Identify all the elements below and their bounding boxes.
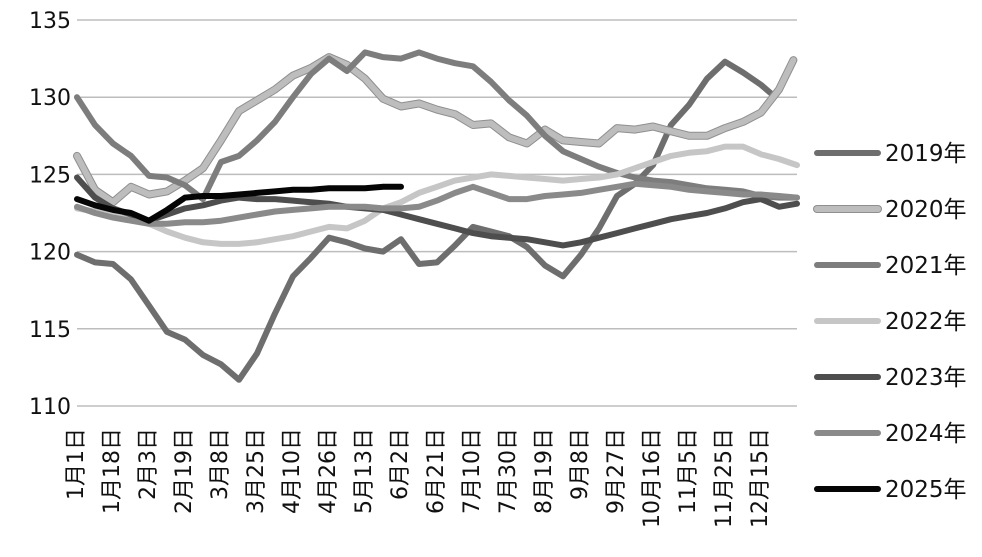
y-axis-ticks: 110 115 120 125 130 135 (29, 9, 71, 420)
x-tick-label: 3月25日 (244, 428, 269, 514)
x-tick-label: 11月5日 (676, 428, 701, 514)
x-tick-label: 12月15日 (748, 428, 773, 528)
series-line-5 (74, 180, 800, 227)
x-tick-label: 5月13日 (352, 428, 377, 514)
x-tick-label: 9月8日 (568, 428, 593, 500)
x-tick-label: 1月1日 (64, 428, 89, 500)
series-line-1 (74, 54, 797, 206)
legend-label: 2022年 (885, 309, 967, 335)
legend-label: 2025年 (885, 477, 967, 503)
x-tick-label: 10月16日 (640, 428, 665, 528)
y-tick-label: 115 (29, 318, 71, 343)
x-tick-label: 4月26日 (316, 428, 341, 514)
x-tick-label: 1月18日 (100, 428, 125, 514)
x-tick-label: 11月25日 (712, 428, 737, 528)
series-line-0 (74, 58, 775, 383)
x-tick-label: 9月27日 (604, 428, 629, 514)
x-tick-label: 2月3日 (136, 428, 161, 500)
y-tick-label: 120 (29, 241, 71, 266)
x-axis-ticks: 1月1日 1月18日 2月3日 2月19日 3月8日 3月25日 4月10日 4月26日 5月1… (64, 428, 773, 528)
series-lines (73, 49, 800, 383)
legend: 2019年 2020年 2021年 2022年 2023年 2024年 2025年 (813, 141, 967, 503)
x-tick-label: 4月10日 (280, 428, 305, 514)
y-tick-label: 130 (29, 86, 71, 111)
grid (77, 19, 797, 407)
legend-label: 2021年 (885, 253, 967, 279)
x-tick-label: 2月19日 (172, 428, 197, 514)
x-tick-label: 6月21日 (424, 428, 449, 514)
series-line-4 (74, 174, 800, 249)
y-tick-label: 135 (29, 9, 71, 34)
x-tick-label: 3月8日 (208, 428, 233, 500)
legend-label: 2019年 (885, 141, 967, 167)
series-line-3 (74, 143, 800, 247)
x-tick-label: 7月10日 (460, 428, 485, 514)
legend-label: 2024年 (885, 421, 967, 447)
x-tick-label: 7月30日 (496, 428, 521, 514)
y-tick-label: 125 (29, 163, 71, 188)
x-tick-label: 6月2日 (388, 428, 413, 500)
legend-label: 2020年 (885, 197, 967, 223)
y-tick-label: 110 (29, 395, 71, 420)
legend-label: 2023年 (885, 365, 967, 391)
x-tick-label: 8月19日 (532, 428, 557, 514)
series-line-6 (74, 183, 404, 224)
